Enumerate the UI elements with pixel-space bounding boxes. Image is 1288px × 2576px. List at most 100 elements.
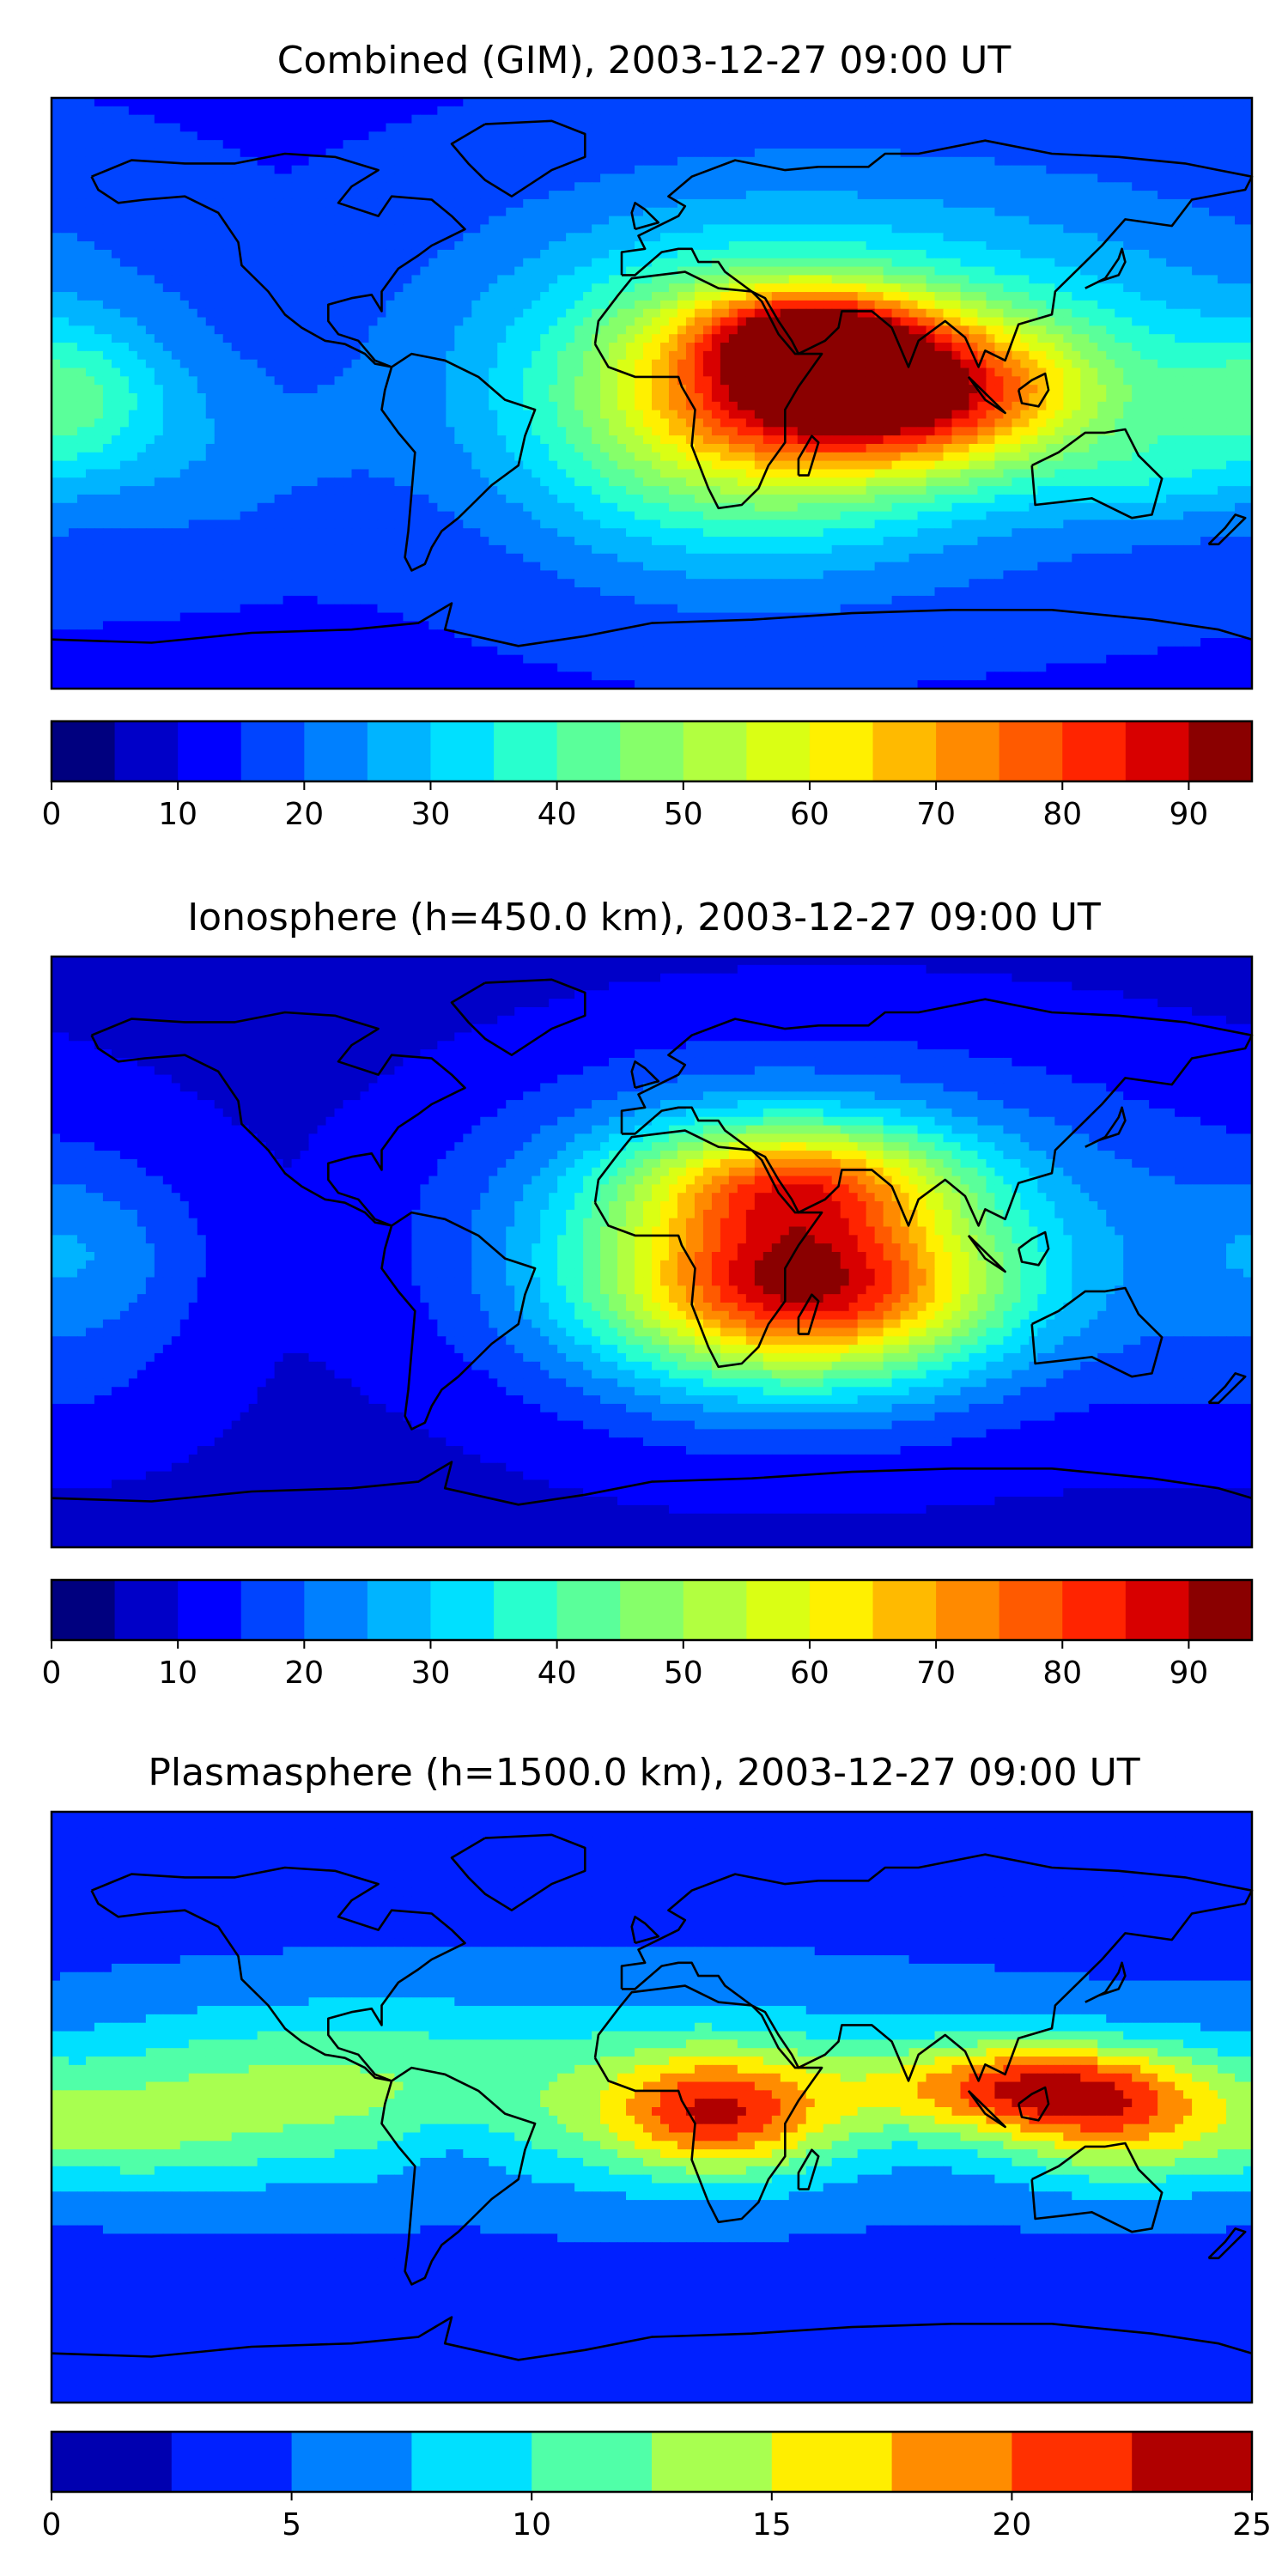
field-cell [489,114,498,125]
field-cell [240,224,250,234]
field-cell [265,198,276,209]
field-cell [866,359,876,369]
field-cell [677,182,687,191]
field-cell [291,182,301,191]
field-cell [188,207,198,217]
field-cell [1046,334,1055,343]
field-cell [977,325,987,335]
field-cell [694,198,704,209]
field-cell [68,131,78,141]
field-cell [171,198,181,209]
field-cell [394,393,404,403]
field-cell [540,308,550,319]
field-cell [308,241,319,251]
field-cell [1020,114,1030,125]
field-cell [720,182,730,191]
field-cell [428,165,438,175]
field-cell [780,123,790,132]
field-cell [411,191,421,200]
field-cell [446,98,455,107]
field-cell [609,241,618,251]
field-cell [308,173,319,183]
field-cell [197,308,207,319]
field-cell [1046,123,1055,132]
field-cell [891,376,902,386]
field-cell [334,300,344,310]
field-cell [874,114,884,125]
field-cell [334,393,344,403]
field-cell [549,300,558,310]
field-cell [1037,140,1047,149]
field-cell [574,148,584,158]
field-cell [583,275,592,284]
field-cell [411,308,421,319]
field-cell [900,216,910,226]
field-cell [1037,300,1047,310]
field-cell [969,275,979,284]
field-cell [317,317,327,326]
field-cell [1183,182,1193,191]
field-cell [1132,317,1141,326]
field-cell [188,249,198,259]
field-cell [754,131,764,141]
field-cell [1106,191,1115,200]
field-cell [68,198,78,209]
field-cell [609,368,618,377]
field-cell [926,123,936,132]
field-cell [1243,131,1253,141]
field-cell [119,148,130,158]
field-cell [574,308,584,319]
field-cell [1226,385,1236,394]
field-cell [360,98,370,107]
field-cell [659,343,670,352]
field-cell [428,308,438,319]
field-cell [308,224,319,234]
field-cell [480,106,489,116]
field-cell [1183,241,1193,251]
field-cell [351,376,361,386]
field-cell [908,106,919,116]
field-cell [368,308,379,319]
field-cell [1192,241,1201,251]
field-cell [951,275,962,284]
field-cell [403,359,412,369]
field-cell [85,173,95,183]
field-cell [857,359,867,369]
field-cell [1054,191,1064,200]
field-cell [222,123,233,132]
field-cell [874,300,884,310]
field-cell [609,334,618,343]
field-cell [1012,198,1021,209]
field-cell [1054,385,1064,394]
field-cell [986,148,996,158]
field-cell [908,216,919,226]
field-cell [754,283,764,293]
field-cell [1140,359,1150,369]
field-cell [745,106,756,116]
field-cell [214,334,224,343]
field-cell [720,233,730,242]
field-cell [274,165,284,175]
field-cell [291,300,301,310]
field-cell [102,275,112,284]
field-cell [248,148,258,158]
field-cell [386,292,396,301]
field-cell [557,173,567,183]
field-cell [1200,123,1210,132]
field-cell [745,258,756,268]
field-cell [797,266,807,276]
field-cell [386,148,396,158]
field-cell [745,325,756,335]
field-cell [986,368,996,377]
field-cell [325,334,336,343]
field-cell [76,275,87,284]
field-cell [1080,131,1090,141]
field-cell [222,300,233,310]
field-cell [609,249,618,259]
field-cell [111,233,121,242]
field-cell [600,292,610,301]
field-cell [960,123,970,132]
field-cell [549,140,558,149]
field-cell [659,359,670,369]
field-cell [1012,258,1021,268]
